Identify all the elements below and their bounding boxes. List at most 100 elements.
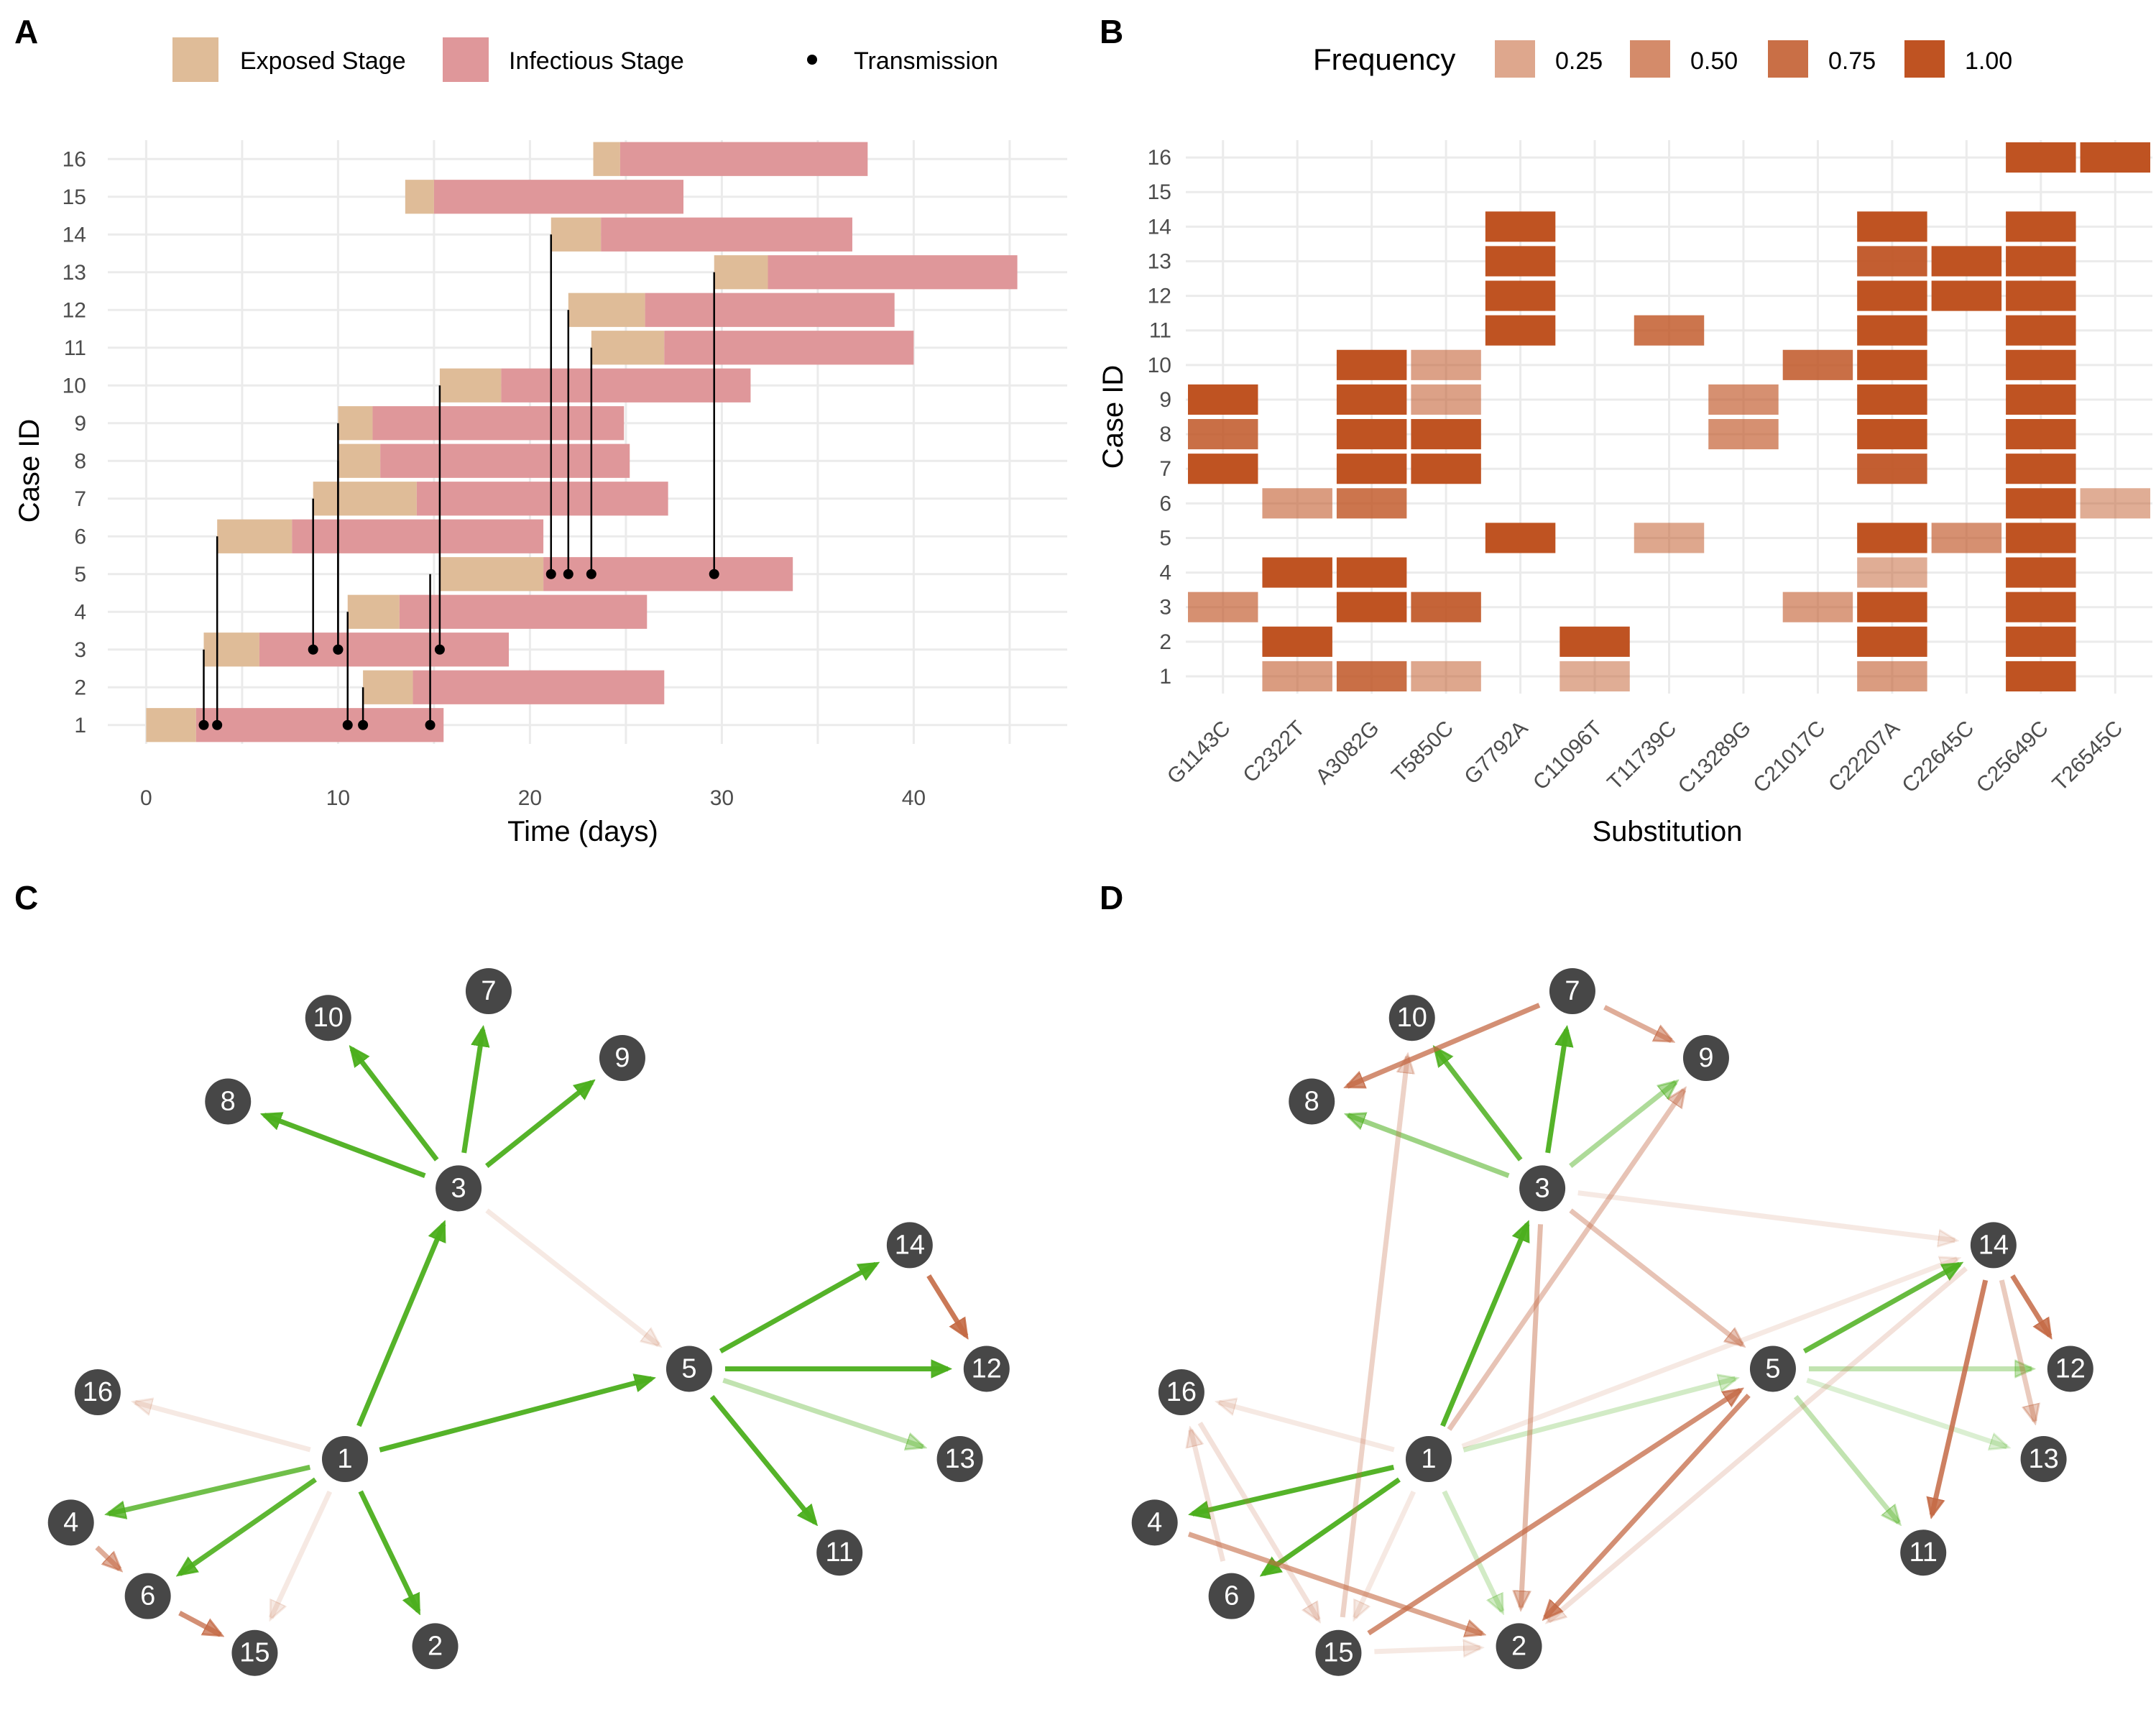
- transmission-dot: [434, 644, 445, 655]
- network-node: [1208, 1573, 1255, 1619]
- network-node: [1519, 1165, 1566, 1212]
- heat-cell: [1336, 488, 1407, 519]
- x-tick-label-b: C13289G: [1674, 717, 1756, 799]
- x-tick-label-a: 10: [326, 786, 350, 810]
- y-tick-label-a: 3: [74, 638, 86, 662]
- legend-a: Exposed Stage Infectious Stage Transmiss…: [172, 37, 998, 82]
- heat-cell: [1485, 315, 1556, 346]
- x-tick-label-b: C22645C: [1897, 717, 1978, 798]
- infectious-bar: [543, 557, 793, 592]
- y-tick-label-a: 8: [74, 449, 86, 473]
- network-edge: [1462, 1379, 1735, 1453]
- heat-cell: [1857, 454, 1927, 484]
- heat-cell: [1262, 661, 1332, 691]
- heat-cell: [1708, 384, 1779, 415]
- network-node: [1549, 968, 1595, 1014]
- heat-cell: [1857, 349, 1927, 380]
- network-edge: [722, 1377, 923, 1447]
- heat-cell: [2006, 523, 2076, 553]
- y-tick-label-a: 10: [63, 374, 86, 397]
- exposed-bar: [146, 708, 196, 742]
- network-edge: [109, 1464, 311, 1514]
- network-node: [412, 1623, 459, 1670]
- heat-cell: [1560, 626, 1630, 657]
- heat-cell: [2006, 592, 2076, 622]
- network-node: [231, 1629, 278, 1676]
- exposed-bar: [439, 368, 502, 402]
- y-axis-title-b: Case ID: [1097, 365, 1129, 469]
- y-tick-label-b: 2: [1159, 630, 1171, 654]
- y-tick-label-b: 12: [1148, 285, 1171, 308]
- exposed-bar: [338, 406, 373, 441]
- network-node: [124, 1573, 171, 1619]
- legend-exposed-swatch: [172, 37, 218, 82]
- network-node: [2020, 1436, 2067, 1482]
- network-node-label: 8: [1304, 1086, 1319, 1116]
- network-node-label: 16: [1166, 1377, 1197, 1407]
- y-tick-label-a: 6: [74, 525, 86, 548]
- network-edge: [461, 1029, 483, 1154]
- infectious-bar: [292, 519, 544, 553]
- legend-frequency-label: 0.25: [1555, 47, 1603, 75]
- y-tick-label-b: 14: [1148, 215, 1171, 239]
- infectious-bar: [601, 217, 852, 252]
- heat-cell: [1782, 349, 1853, 380]
- panel-letter-b: B: [1100, 13, 1123, 50]
- legend-frequency-title: Frequency: [1313, 42, 1455, 76]
- network-edge: [1549, 1266, 1968, 1622]
- exposed-bar: [714, 255, 768, 290]
- heat-cell: [1857, 661, 1927, 691]
- exposed-bar: [405, 180, 434, 214]
- legend-infectious-swatch: [443, 37, 489, 82]
- heat-cell: [1485, 280, 1556, 311]
- x-tick-label-b: C21017C: [1749, 717, 1830, 798]
- y-tick-label-b: 10: [1148, 354, 1171, 377]
- network-node-label: 10: [1397, 1003, 1427, 1033]
- heat-cell: [1857, 626, 1927, 657]
- heat-cell: [1485, 211, 1556, 242]
- exposed-bar: [550, 217, 602, 252]
- network-edge: [1569, 1208, 1742, 1345]
- heat-cell: [1931, 280, 2002, 311]
- network-edge: [1191, 1430, 1226, 1562]
- network-node: [665, 1346, 712, 1392]
- network-node-label: 3: [1535, 1173, 1550, 1203]
- heat-cell: [1411, 454, 1481, 484]
- y-tick-label-a: 14: [63, 223, 86, 247]
- network-node-label: 11: [1909, 1537, 1937, 1568]
- network-edge: [1187, 1532, 1482, 1634]
- heat-cell: [1931, 523, 2002, 553]
- network-node: [465, 968, 512, 1014]
- x-tick-label-b: G1143C: [1163, 717, 1235, 789]
- heat-cell: [1411, 419, 1481, 450]
- network-edge: [180, 1477, 317, 1574]
- transmission-dot: [212, 719, 223, 730]
- network-edge: [178, 1611, 221, 1637]
- y-axis-title-a: Case ID: [14, 419, 45, 523]
- y-tick-label-a: 13: [63, 261, 86, 285]
- legend-frequency-label: 1.00: [1965, 47, 2012, 75]
- heat-cell: [1931, 246, 2002, 277]
- exposed-bar: [203, 632, 259, 667]
- x-tick-label-b: T26545C: [2048, 717, 2128, 796]
- network-node-label: 7: [1565, 976, 1580, 1006]
- network-node-label: 15: [239, 1638, 270, 1668]
- network-edge: [1374, 1647, 1480, 1651]
- network-node: [1289, 1078, 1335, 1125]
- panel-letter-a: A: [14, 13, 38, 50]
- heat-cell: [2006, 488, 2076, 519]
- y-tick-label-b: 16: [1148, 146, 1171, 170]
- network-node: [599, 1035, 645, 1081]
- network-node-label: 9: [1698, 1043, 1713, 1073]
- heat-cell: [1411, 349, 1481, 380]
- network-edge: [719, 1264, 876, 1354]
- network-node-label: 12: [972, 1353, 1002, 1384]
- network-node: [1970, 1222, 2017, 1269]
- heat-cell: [2006, 280, 2076, 311]
- network-edge: [1353, 1490, 1416, 1617]
- panel-letter-d: D: [1100, 879, 1123, 916]
- heat-cell: [1485, 246, 1556, 277]
- network-edge: [1569, 1082, 1675, 1168]
